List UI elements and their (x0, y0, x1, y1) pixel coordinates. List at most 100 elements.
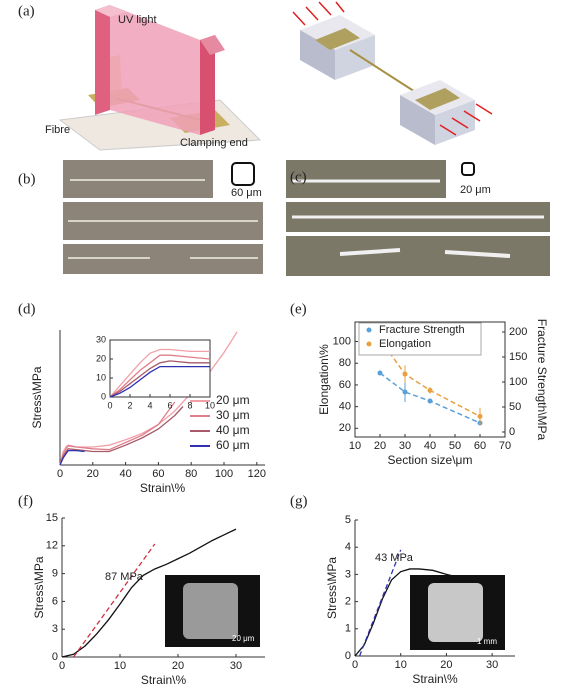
y-tick-label: 9 (52, 568, 58, 580)
legend-label: 60 μm (216, 438, 250, 452)
x-tick-label: 10 (395, 659, 407, 671)
marker (427, 398, 433, 404)
y-tick-label: 1 (345, 623, 351, 635)
x-tick-label: 120 (248, 468, 266, 480)
x-tick-label: 2 (127, 400, 132, 410)
fit-line (379, 372, 481, 424)
x-tick-label: 20 (440, 659, 452, 671)
series-line (61, 528, 237, 658)
marker (427, 387, 433, 393)
y2-tick-label: 200 (509, 326, 527, 338)
x-tick-label: 20 (87, 468, 99, 480)
x-axis-label: Strain\% (412, 672, 458, 686)
x-tick-label: 50 (449, 440, 461, 452)
y-tick-label: 0 (52, 651, 58, 663)
y-tick-label: 10 (96, 372, 106, 382)
inset-scale-label: 20 μm (232, 634, 255, 643)
x-tick-label: 10 (114, 660, 126, 672)
scale-label: 60 μm (231, 187, 262, 199)
annotation: 43 MPa (375, 552, 414, 564)
panel-label: (c) (290, 169, 307, 185)
y-axis-label: Stress\MPa (325, 557, 339, 619)
y-tick-label: 12 (46, 540, 58, 552)
y-tick-label: 4 (345, 541, 351, 553)
x-tick-label: 0 (59, 660, 65, 672)
x-tick-label: 20 (374, 440, 386, 452)
illustration-label: UV light (118, 14, 157, 26)
series-line (73, 543, 156, 658)
y2-tick-label: 150 (509, 351, 527, 363)
panel-label: (e) (290, 301, 307, 317)
y-tick-label: 20 (339, 422, 351, 434)
series-line (358, 549, 402, 657)
series-line (354, 568, 493, 657)
y-tick-label: 40 (339, 401, 351, 413)
panel-label: (f) (18, 493, 33, 509)
y2-tick-label: 50 (509, 401, 521, 413)
micrographs (63, 160, 550, 276)
marker (377, 370, 383, 376)
panel-label: (b) (18, 171, 36, 187)
x-tick-label: 10 (205, 400, 215, 410)
y-tick-label: 0 (101, 391, 106, 401)
y2-tick-label: 0 (509, 426, 515, 438)
y-tick-label: 2 (345, 596, 351, 608)
x-tick-label: 40 (424, 440, 436, 452)
legend-label: 40 μm (216, 423, 250, 437)
x-tick-label: 60 (152, 468, 164, 480)
y-tick-label: 0 (345, 650, 351, 662)
y-tick-label: 80 (339, 357, 351, 369)
legend-label: 20 μm (216, 393, 250, 407)
y-tick-label: 5 (345, 514, 351, 526)
x-axis-label: Strain\% (141, 673, 187, 687)
x-tick-label: 0 (57, 468, 63, 480)
series-line (109, 348, 210, 398)
series-line (59, 406, 184, 466)
y-tick-label: 15 (46, 512, 58, 524)
x-tick-label: 60 (474, 440, 486, 452)
panel-label: (g) (290, 493, 308, 509)
y2-tick-label: 100 (509, 376, 527, 388)
inset-sample (428, 583, 483, 642)
x-tick-label: 0 (352, 659, 358, 671)
y-axis-label: Elongation\% (317, 344, 331, 415)
fit-line (379, 338, 481, 418)
x-tick-label: 70 (499, 440, 511, 452)
scale-label: 20 μm (460, 184, 491, 196)
series-line (59, 449, 85, 466)
illustration-left (58, 5, 262, 151)
x-tick-label: 40 (119, 468, 131, 480)
y2-axis-label: Fracture Strength\MPa (535, 319, 549, 441)
x-tick-label: 100 (215, 468, 233, 480)
marker (402, 371, 408, 377)
legend-marker (366, 327, 372, 333)
legend-label: 30 μm (216, 408, 250, 422)
x-tick-label: 0 (107, 400, 112, 410)
x-tick-label: 10 (349, 440, 361, 452)
legend-marker (366, 341, 372, 347)
illustration-label: Clamping end (180, 137, 248, 149)
y-tick-label: 3 (52, 623, 58, 635)
y-tick-label: 6 (52, 595, 58, 607)
marker (402, 389, 408, 395)
y-axis-label: Stress\MPa (32, 556, 46, 618)
x-tick-label: 30 (486, 659, 498, 671)
series-line (109, 354, 211, 398)
marker (477, 413, 483, 419)
annotation: 87 MPa (105, 571, 144, 583)
plot-frame (109, 339, 211, 398)
y-axis-label: Stress\MPa (30, 366, 44, 428)
legend-label: Fracture Strength (379, 324, 465, 336)
x-tick-label: 30 (230, 660, 242, 672)
x-tick-label: 6 (167, 400, 172, 410)
x-tick-label: 8 (187, 400, 192, 410)
y-tick-label: 100 (333, 335, 351, 347)
y-tick-label: 30 (96, 334, 106, 344)
panel-label: (d) (18, 301, 36, 317)
legend-box (358, 322, 482, 356)
inset-scale-label: 1 mm (477, 637, 497, 646)
series-line (109, 360, 210, 398)
illustration-right (292, 1, 493, 145)
panel-label: (a) (18, 3, 35, 19)
